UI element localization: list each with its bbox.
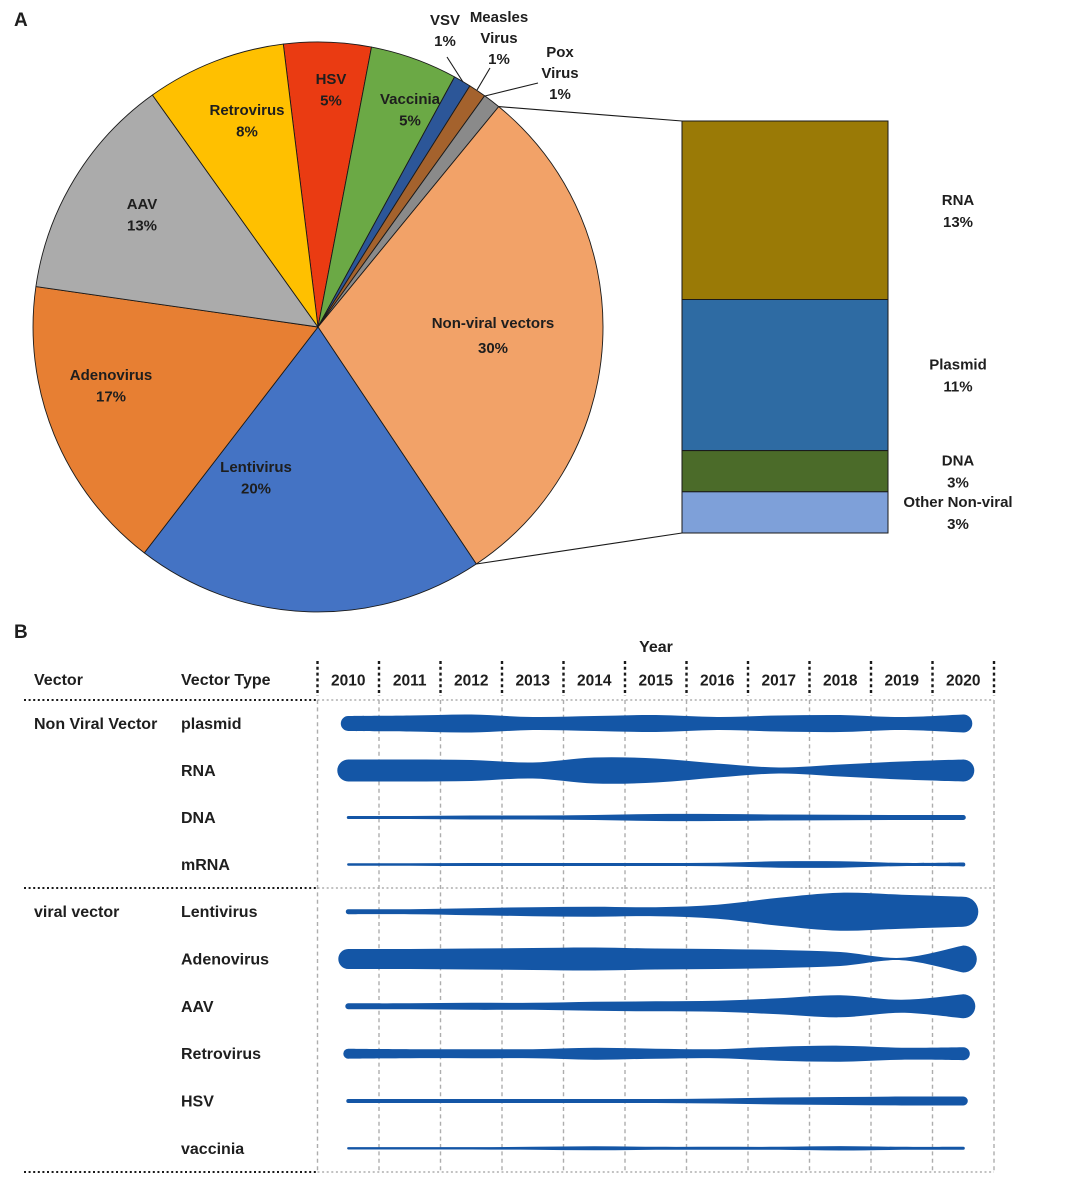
bar-segment [681, 120, 889, 300]
panel-a-label: A [14, 10, 28, 31]
bar-segment-label: 3% [947, 475, 969, 492]
connector-line [476, 532, 683, 565]
group-label: viral vector [34, 904, 119, 921]
pie-slice [317, 106, 604, 565]
bar-segment-label: Plasmid [929, 357, 987, 374]
year-label: 2016 [700, 673, 735, 690]
bar-segment-label: 13% [943, 214, 973, 231]
leader-line [476, 67, 491, 91]
row-label: vaccinia [181, 1141, 244, 1158]
pie-slice-label: Virus [541, 65, 578, 82]
bar-segment-label: 3% [947, 516, 969, 533]
row-label: mRNA [181, 857, 230, 874]
year-label: 2014 [577, 673, 612, 690]
pie-slice-label: HSV [316, 71, 347, 88]
pie-slice-label: VSV [430, 12, 460, 29]
pie-slice-label: Virus [480, 30, 517, 47]
bar-segment-label: RNA [942, 192, 975, 209]
connector-line [498, 106, 683, 122]
stream-shape [345, 892, 979, 931]
pie-slice-label: 1% [488, 51, 510, 68]
year-label: 2019 [885, 673, 920, 690]
pie-slice-label: Lentivirus [220, 459, 292, 476]
bar-segment-label: DNA [942, 453, 975, 470]
pie-slice-label: Vaccinia [380, 91, 441, 108]
pie-slice-label: Adenovirus [70, 367, 153, 384]
bar-segment [681, 299, 889, 452]
year-label: 2013 [516, 673, 551, 690]
pie-slice [32, 286, 319, 554]
leader-line [484, 82, 539, 97]
year-label: 2011 [393, 673, 427, 690]
year-label: 2010 [331, 673, 365, 690]
group-label: Non Viral Vector [34, 716, 157, 733]
pie-slice-label: 1% [434, 33, 456, 50]
pie-slice-label: 5% [399, 113, 421, 130]
row-label: RNA [181, 763, 216, 780]
pie-slice-label: AAV [127, 196, 158, 213]
stream-shape [337, 757, 975, 784]
pie-slice-label: 8% [236, 124, 258, 141]
stream-shape [345, 994, 976, 1019]
row-label: Adenovirus [181, 952, 269, 969]
year-label: 2012 [454, 673, 488, 690]
row-label: plasmid [181, 716, 241, 733]
row-label: DNA [181, 810, 216, 827]
year-axis-title: Year [639, 639, 673, 656]
stream-shape [343, 1045, 970, 1062]
pie-slice-label: Measles [470, 9, 528, 26]
year-label: 2015 [639, 673, 674, 690]
pie-slice-label: Retrovirus [209, 102, 284, 119]
leader-line [446, 56, 464, 83]
row-label: Retrovirus [181, 1046, 261, 1063]
bar-segment-label: 11% [943, 379, 972, 396]
pie-slice-label: 13% [127, 218, 157, 235]
year-label: 2017 [762, 673, 796, 690]
stream-shape [346, 1096, 968, 1106]
pie-slice [151, 43, 319, 328]
row-label: AAV [181, 999, 214, 1016]
stream-shape [338, 945, 977, 973]
stream-shape [347, 861, 966, 868]
col-header-vector: Vector [34, 672, 83, 689]
panel-b-label: B [14, 622, 28, 643]
pie-slice [143, 326, 477, 613]
pie-slice-label: 1% [549, 86, 571, 103]
bar-segment-label: Other Non-viral [903, 494, 1012, 511]
row-label: Lentivirus [181, 904, 258, 921]
year-label: 2020 [946, 673, 980, 690]
stream-shape [346, 813, 966, 822]
pie-slice-label: Pox [546, 44, 574, 61]
pie-slice-label: 17% [96, 389, 126, 406]
pie-slice-label: 30% [478, 340, 508, 357]
stream-shape [347, 1146, 965, 1151]
pie-slice-label: 5% [320, 93, 342, 110]
pie-slice-label: Non-viral vectors [432, 315, 555, 332]
bar-segment [681, 491, 889, 534]
col-header-vector-type: Vector Type [181, 672, 271, 689]
bar-segment [681, 450, 889, 493]
row-label: HSV [181, 1094, 214, 1111]
year-label: 2018 [823, 673, 858, 690]
stream-shape [340, 714, 973, 733]
pie-slice [35, 94, 319, 328]
pie-slice-label: 20% [241, 481, 271, 498]
